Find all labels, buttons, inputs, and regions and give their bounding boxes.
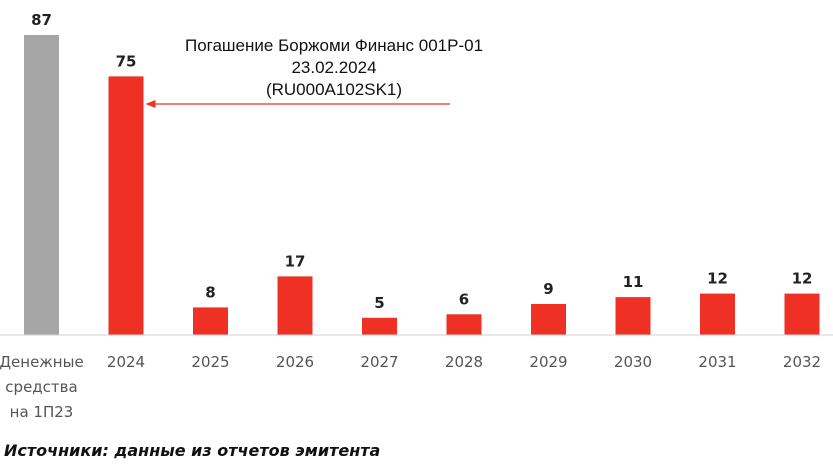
x-tick-label-2: 2025 bbox=[191, 353, 229, 371]
value-label-8: 12 bbox=[707, 270, 728, 288]
value-label-7: 11 bbox=[623, 273, 644, 291]
x-tick-label-0-line-1: средства bbox=[5, 378, 77, 396]
x-tick-label-9: 2032 bbox=[783, 353, 821, 371]
x-tick-label-4: 2027 bbox=[360, 353, 398, 371]
source-note: Источники: данные из отчетов эмитента bbox=[4, 441, 381, 460]
bar-4 bbox=[362, 317, 397, 335]
bar-7 bbox=[615, 297, 651, 335]
x-tick-labels-group: Денежные средства на 1П23 2024 2025 2026 2027 2… bbox=[0, 353, 821, 421]
value-label-4: 5 bbox=[374, 294, 384, 312]
annotation-line-3: (RU000A102SK1) bbox=[266, 80, 402, 99]
bar-3 bbox=[277, 276, 313, 335]
x-tick-label-1: 2024 bbox=[107, 353, 145, 371]
x-tick-label-0-line-0: Денежные bbox=[0, 353, 84, 371]
value-label-6: 9 bbox=[543, 280, 553, 298]
bar-2 bbox=[193, 307, 228, 335]
annotation: Погашение Боржоми Финанс 001Р-01 23.02.2… bbox=[145, 36, 483, 108]
x-tick-label-0-line-2: на 1П23 bbox=[10, 403, 74, 421]
x-tick-label-7: 2030 bbox=[614, 353, 652, 371]
annotation-arrow-head bbox=[145, 100, 156, 108]
bars-group bbox=[24, 35, 820, 336]
x-tick-label-8: 2031 bbox=[698, 353, 736, 371]
x-tick-label-6: 2029 bbox=[529, 353, 567, 371]
bar-9 bbox=[784, 293, 820, 335]
x-tick-label-3: 2026 bbox=[276, 353, 314, 371]
value-label-0: 87 bbox=[31, 11, 52, 29]
value-label-2: 8 bbox=[205, 283, 215, 301]
value-labels-group: 87 75 8 17 5 6 9 11 12 12 bbox=[31, 11, 812, 312]
bar-chart: 87 75 8 17 5 6 9 11 12 12 Денежные средства на 1П23… bbox=[0, 11, 833, 421]
x-tick-label-5: 2028 bbox=[445, 353, 483, 371]
bar-0 bbox=[24, 35, 59, 335]
bar-1 bbox=[108, 76, 144, 336]
bar-8 bbox=[700, 293, 735, 335]
bar-6 bbox=[531, 304, 566, 335]
value-label-9: 12 bbox=[792, 270, 813, 288]
value-label-3: 17 bbox=[285, 252, 306, 270]
value-label-1: 75 bbox=[116, 52, 137, 70]
annotation-line-2: 23.02.2024 bbox=[291, 58, 376, 77]
annotation-line-1: Погашение Боржоми Финанс 001Р-01 bbox=[185, 36, 483, 55]
bar-5 bbox=[446, 314, 482, 335]
value-label-5: 6 bbox=[459, 290, 469, 308]
